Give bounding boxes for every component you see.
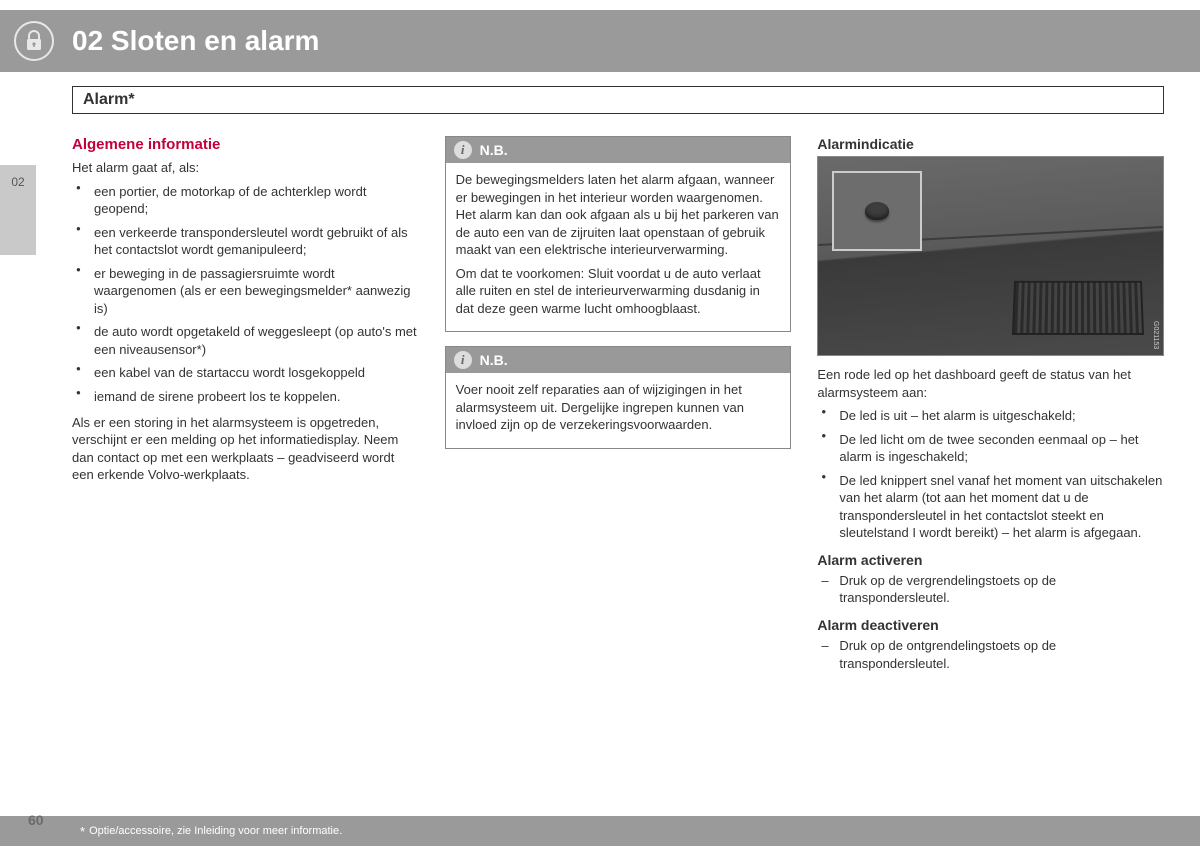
- col3-heading: Alarmindicatie: [817, 136, 1164, 152]
- col1-bullet-list: een portier, de motorkap of de achterkle…: [72, 183, 419, 406]
- col3-bullet-list: De led is uit – het alarm is uitgeschake…: [817, 407, 1164, 542]
- chapter-header: 02 Sloten en alarm: [0, 10, 1200, 72]
- image-reference-code: G021153: [1152, 321, 1159, 349]
- note-paragraph: De bewegingsmelders laten het alarm afga…: [456, 171, 781, 259]
- column-2: i N.B. De bewegingsmelders laten het ala…: [445, 136, 792, 678]
- list-item: De led licht om de twee seconden eenmaal…: [817, 431, 1164, 466]
- note-header: i N.B.: [446, 347, 791, 373]
- col1-heading: Algemene informatie: [72, 136, 419, 153]
- footnote-asterisk: *: [80, 824, 85, 839]
- led-inset-detail: [832, 171, 922, 251]
- info-icon: i: [454, 141, 472, 159]
- alarm-led-icon: [865, 202, 889, 220]
- page-content: Alarm* Algemene informatie Het alarm gaa…: [72, 86, 1164, 678]
- note-paragraph: Om dat te voorkomen: Sluit voordat u de …: [456, 265, 781, 318]
- note-box-2: i N.B. Voer nooit zelf reparaties aan of…: [445, 346, 792, 449]
- list-item: Druk op de vergrendelingstoets op de tra…: [817, 572, 1164, 607]
- list-item: De led knippert snel vanaf het moment va…: [817, 472, 1164, 542]
- deactivate-list: Druk op de ontgrendelingstoets op de tra…: [817, 637, 1164, 672]
- note-box-1: i N.B. De bewegingsmelders laten het ala…: [445, 136, 792, 332]
- column-1: Algemene informatie Het alarm gaat af, a…: [72, 136, 419, 678]
- activate-heading: Alarm activeren: [817, 552, 1164, 568]
- footnote-text: Optie/accessoire, zie Inleiding voor mee…: [89, 825, 342, 837]
- section-title: Alarm*: [72, 86, 1164, 114]
- col3-intro: Een rode led op het dashboard geeft de s…: [817, 366, 1164, 401]
- side-tab-label: 02: [11, 175, 24, 189]
- note-header: i N.B.: [446, 137, 791, 163]
- note-body: Voer nooit zelf reparaties aan of wijzig…: [446, 373, 791, 448]
- list-item: er beweging in de passagiersruimte wordt…: [72, 265, 419, 318]
- col1-intro: Het alarm gaat af, als:: [72, 159, 419, 177]
- list-item: Druk op de ontgrendelingstoets op de tra…: [817, 637, 1164, 672]
- column-3: Alarmindicatie G021153 Een rode led op h…: [817, 136, 1164, 678]
- three-column-layout: Algemene informatie Het alarm gaat af, a…: [72, 136, 1164, 678]
- list-item: iemand de sirene probeert los te koppele…: [72, 388, 419, 406]
- list-item: De led is uit – het alarm is uitgeschake…: [817, 407, 1164, 425]
- chapter-side-tab: 02: [0, 165, 36, 255]
- chapter-title: 02 Sloten en alarm: [72, 25, 319, 57]
- note-label: N.B.: [480, 142, 508, 158]
- lock-icon: [14, 21, 54, 61]
- page-number: 60: [28, 812, 44, 828]
- page-footer: * Optie/accessoire, zie Inleiding voor m…: [0, 816, 1200, 846]
- list-item: een portier, de motorkap of de achterkle…: [72, 183, 419, 218]
- list-item: een kabel van de startaccu wordt losgeko…: [72, 364, 419, 382]
- info-icon: i: [454, 351, 472, 369]
- dashboard-vent: [1012, 281, 1144, 335]
- deactivate-heading: Alarm deactiveren: [817, 617, 1164, 633]
- col1-paragraph: Als er een storing in het alarmsysteem i…: [72, 414, 419, 484]
- activate-list: Druk op de vergrendelingstoets op de tra…: [817, 572, 1164, 607]
- list-item: de auto wordt opgetakeld of weggesleept …: [72, 323, 419, 358]
- note-body: De bewegingsmelders laten het alarm afga…: [446, 163, 791, 331]
- list-item: een verkeerde transpondersleutel wordt g…: [72, 224, 419, 259]
- note-paragraph: Voer nooit zelf reparaties aan of wijzig…: [456, 381, 781, 434]
- note-label: N.B.: [480, 352, 508, 368]
- dashboard-led-illustration: G021153: [817, 156, 1164, 356]
